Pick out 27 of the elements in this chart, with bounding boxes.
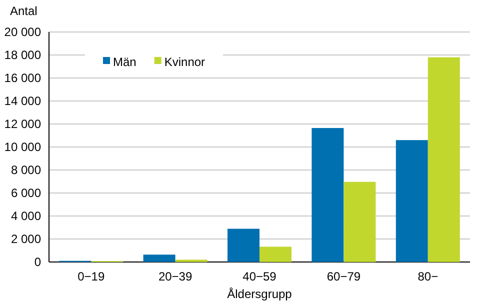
bar bbox=[228, 228, 260, 262]
y-tick-label: 6 000 bbox=[10, 186, 42, 200]
legend-label: Kvinnor bbox=[164, 55, 206, 69]
x-tick-label: 20−39 bbox=[158, 270, 192, 284]
y-tick-label: 18 000 bbox=[4, 48, 42, 62]
x-tick-label: 40−59 bbox=[242, 270, 277, 284]
legend-label: Män bbox=[113, 55, 136, 69]
y-tick-label: 0 bbox=[34, 254, 42, 269]
x-tick-label: 0−19 bbox=[78, 270, 105, 284]
bar bbox=[143, 254, 176, 262]
y-tick-label: 8 000 bbox=[10, 162, 42, 177]
y-tick-label: 4 000 bbox=[10, 208, 42, 223]
y-tick-label: 14 000 bbox=[4, 94, 42, 108]
bar bbox=[344, 182, 376, 262]
y-tick-label: 10 000 bbox=[4, 140, 42, 154]
x-axis-title: Åldersgrupp bbox=[227, 287, 292, 301]
x-tick-label: 80− bbox=[418, 270, 438, 284]
x-tick-label: 60−79 bbox=[326, 270, 361, 284]
y-tick-label: 20 000 bbox=[4, 24, 42, 39]
y-tick-label: 12 000 bbox=[4, 116, 42, 131]
bar bbox=[396, 140, 428, 262]
bar bbox=[260, 246, 292, 262]
bar bbox=[312, 128, 344, 262]
y-tick-label: 2 000 bbox=[10, 232, 42, 246]
bar bbox=[428, 57, 460, 262]
y-axis-title: Antal bbox=[10, 4, 38, 18]
y-tick-label: 16 000 bbox=[4, 70, 42, 85]
